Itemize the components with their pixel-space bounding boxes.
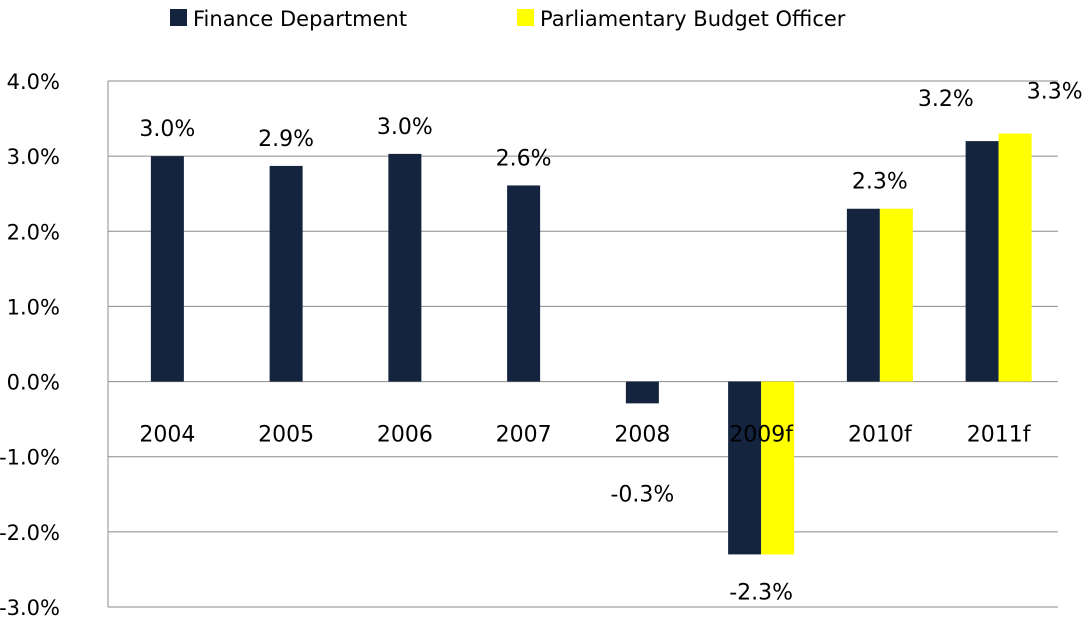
bars (150, 133, 1032, 555)
data-labels: 3.0% 2.9% 3.0% 2.6% -0.3% -2.3% 2.3% 3.2% 3.3% (139, 80, 1082, 606)
legend: Finance Department Parliamentary Budget O… (170, 7, 846, 31)
x-category-label: 2011f (967, 423, 1032, 448)
legend-swatch (517, 9, 534, 26)
data-label: 2.6% (496, 146, 552, 171)
finance-department-bar (728, 381, 762, 555)
y-tick-label: 4.0% (7, 70, 60, 94)
parliamentary-budget-officer-bar (761, 381, 795, 555)
finance-department-bar (625, 381, 659, 404)
x-category-label: 2004 (139, 423, 195, 448)
data-label: 3.2% (918, 87, 974, 112)
finance-department-bar (846, 208, 880, 382)
legend-item-finance-department: Finance Department (170, 7, 407, 31)
finance-department-bar (965, 141, 999, 382)
x-category-label: 2005 (258, 423, 314, 448)
y-tick-label: -1.0% (0, 446, 60, 470)
data-label: 3.0% (139, 117, 195, 142)
x-category-label: 2007 (496, 423, 552, 448)
data-label: -0.3% (610, 483, 674, 508)
x-category-label: 2010f (848, 423, 913, 448)
parliamentary-budget-officer-bar (879, 208, 913, 382)
legend-label: Finance Department (193, 7, 407, 31)
x-category-label: 2008 (614, 423, 670, 448)
y-axis: 4.0% 3.0% 2.0% 1.0% 0.0% -1.0% -2.0% -3.0% (0, 70, 109, 620)
legend-swatch (170, 9, 187, 26)
finance-department-bar (388, 153, 422, 382)
x-axis: 2004 2005 2006 2007 2008 2009f 2010f 2011f (139, 423, 1031, 448)
x-category-label: 2009f (729, 423, 794, 448)
data-label: 3.3% (1027, 80, 1083, 105)
finance-department-bar (269, 165, 303, 382)
data-label: 2.3% (852, 170, 908, 195)
y-tick-label: -2.0% (0, 521, 60, 545)
data-label: -2.3% (729, 580, 793, 605)
parliamentary-budget-officer-bar (998, 133, 1032, 382)
data-label: 3.0% (377, 115, 433, 140)
y-tick-label: 2.0% (7, 220, 60, 244)
gridlines (108, 80, 1058, 608)
y-tick-label: 1.0% (7, 295, 60, 319)
x-category-label: 2006 (377, 423, 433, 448)
y-tick-label: 3.0% (7, 145, 60, 169)
y-tick-label: -3.0% (0, 596, 60, 620)
finance-department-bar (507, 185, 541, 382)
y-tick-label: 0.0% (7, 371, 60, 395)
legend-item-parliamentary-budget-officer: Parliamentary Budget Officer (517, 7, 846, 31)
legend-label: Parliamentary Budget Officer (540, 7, 846, 31)
finance-department-bar (150, 156, 184, 382)
data-label: 2.9% (258, 127, 314, 152)
